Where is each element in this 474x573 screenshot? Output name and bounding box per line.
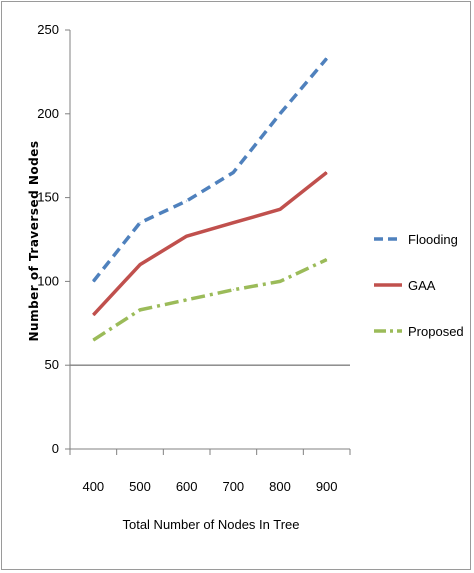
y-tick-label: 250 bbox=[37, 22, 59, 37]
data-point-flooding bbox=[139, 222, 141, 224]
series-line-flooding bbox=[91, 57, 329, 283]
data-point-gaa bbox=[139, 264, 141, 266]
data-point-proposed bbox=[232, 289, 234, 291]
x-tick-label: 400 bbox=[82, 479, 104, 494]
data-point-gaa bbox=[92, 314, 94, 316]
data-point-proposed bbox=[139, 309, 141, 311]
y-axis-ticks: 0 50 100 150 200 250 bbox=[37, 22, 70, 456]
y-tick-label: 100 bbox=[37, 273, 59, 288]
data-point-proposed bbox=[279, 280, 281, 282]
data-point-gaa bbox=[232, 222, 234, 224]
data-point-proposed bbox=[326, 259, 328, 261]
data-point-proposed bbox=[186, 299, 188, 301]
x-tick-label: 800 bbox=[269, 479, 291, 494]
y-tick-label: 150 bbox=[37, 190, 59, 205]
series-line-proposed bbox=[92, 258, 328, 342]
legend-label-gaa: GAA bbox=[408, 278, 436, 293]
x-tick-label: 600 bbox=[176, 479, 198, 494]
legend-label-flooding: Flooding bbox=[408, 232, 458, 247]
data-point-gaa bbox=[186, 235, 188, 237]
axes bbox=[69, 30, 350, 450]
x-axis-title: Total Number of Nodes In Tree bbox=[122, 517, 299, 532]
data-point-gaa bbox=[279, 208, 281, 210]
x-tick-label: 900 bbox=[316, 479, 338, 494]
data-point-proposed bbox=[92, 339, 94, 341]
legend-label-proposed: Proposed bbox=[408, 324, 464, 339]
series-line-gaa bbox=[92, 171, 328, 317]
data-point-flooding bbox=[279, 113, 281, 115]
data-point-flooding bbox=[186, 200, 188, 202]
data-point-flooding bbox=[326, 57, 328, 59]
legend: Flooding GAA Proposed bbox=[374, 232, 464, 339]
y-tick-label: 50 bbox=[45, 357, 59, 372]
y-tick-label: 200 bbox=[37, 106, 59, 121]
x-tick-label: 500 bbox=[129, 479, 151, 494]
x-axis-ticks: 400 500 600 700 800 900 bbox=[69, 449, 351, 494]
y-tick-label: 0 bbox=[52, 441, 59, 456]
y-axis-title: Number of Traversed Nodes bbox=[27, 140, 41, 341]
x-tick-label: 700 bbox=[222, 479, 244, 494]
data-point-flooding bbox=[232, 171, 234, 173]
series-lines bbox=[91, 57, 329, 342]
data-point-flooding bbox=[92, 280, 94, 282]
data-point-gaa bbox=[326, 171, 328, 173]
